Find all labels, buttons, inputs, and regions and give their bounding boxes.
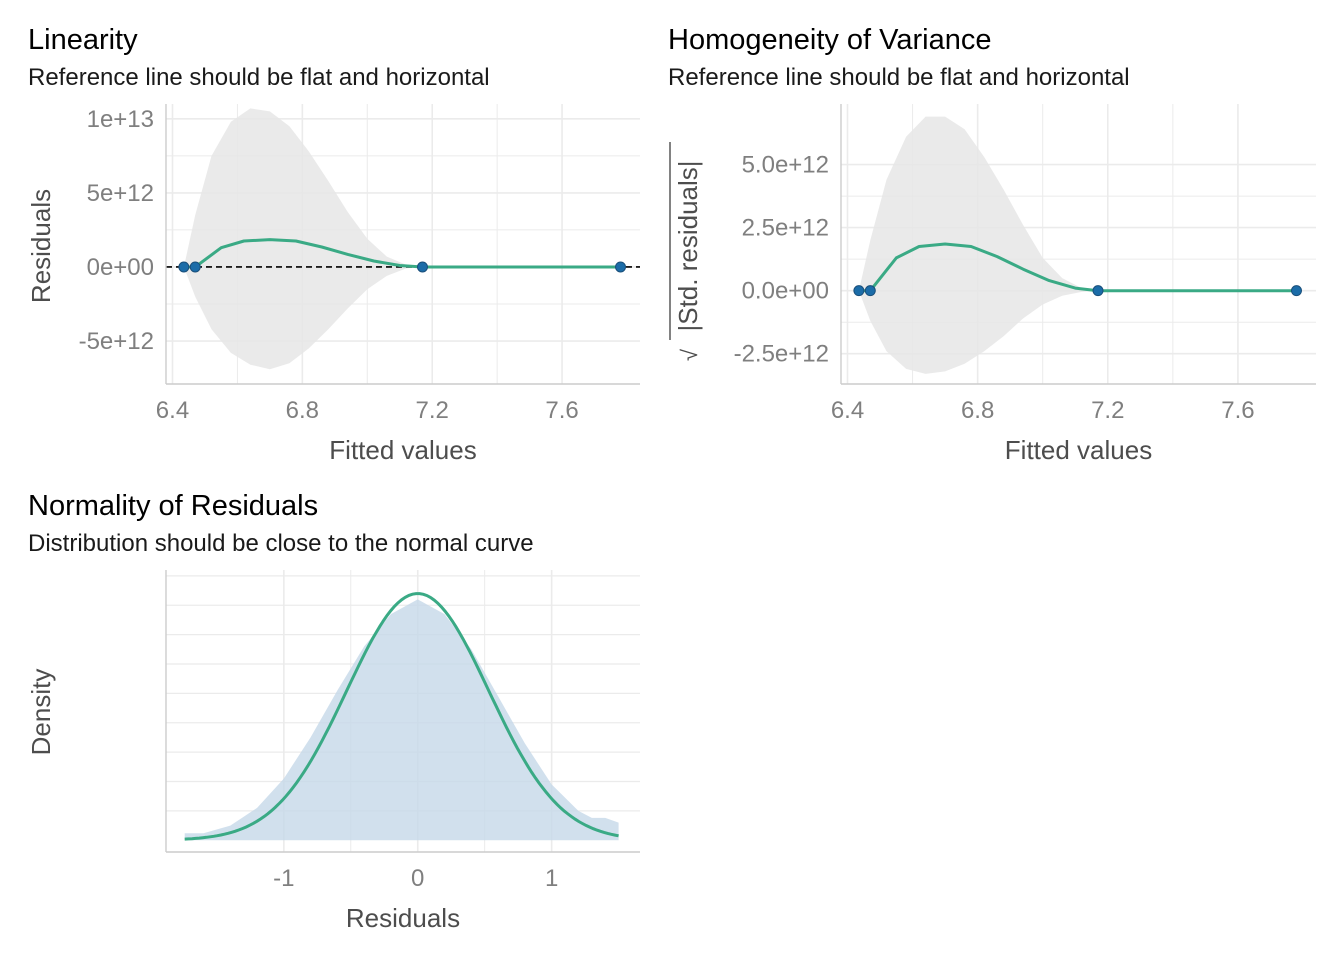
data-point	[1290, 285, 1302, 297]
y-tick-label: 0.0e+00	[742, 278, 829, 305]
y-axis-title: Residuals	[26, 189, 56, 303]
data-point	[178, 261, 190, 273]
x-tick-label: 1	[545, 865, 558, 892]
linearity-subtitle: Reference line should be flat and horizo…	[28, 64, 490, 91]
x-tick-label: 6.8	[961, 397, 994, 424]
data-point	[189, 261, 201, 273]
smooth-line	[858, 242, 1297, 293]
x-axis-title: Fitted values	[329, 435, 476, 465]
data-point	[615, 261, 627, 273]
y-axis-title: Density	[26, 669, 56, 756]
y-tick-label: 2.5e+12	[742, 215, 829, 242]
y-tick-label: 0e+00	[87, 254, 154, 281]
linearity-title: Linearity	[28, 24, 138, 56]
x-axis-title: Residuals	[346, 903, 460, 933]
y-axis-title: |Std. residuals|	[673, 160, 703, 331]
y-tick-label: -2.5e+12	[734, 341, 829, 368]
normal-curve	[184, 592, 619, 841]
x-tick-label: 7.6	[545, 397, 578, 424]
y-tick-label: -5e+12	[79, 328, 154, 355]
data-point	[1092, 285, 1104, 297]
x-tick-label: 6.4	[831, 397, 864, 424]
x-tick-label: 7.2	[416, 397, 449, 424]
homogeneity-subtitle: Reference line should be flat and horizo…	[668, 64, 1130, 91]
normality-subtitle: Distribution should be close to the norm…	[28, 530, 534, 557]
linearity-panel: 6.4 6.8 7.2 7.6 -5e+12 0e+00 5e+12 1e+13 Fitted …	[26, 104, 640, 465]
normality-title: Normality of Residuals	[28, 490, 319, 522]
confidence-band	[183, 108, 621, 370]
x-axis-title: Fitted values	[1005, 435, 1152, 465]
x-tick-label: 7.2	[1091, 397, 1124, 424]
x-tick-label: 6.4	[156, 397, 189, 424]
homogeneity-title: Homogeneity of Variance	[668, 24, 992, 56]
y-tick-label: 5e+12	[87, 180, 154, 207]
x-tick-label: 7.6	[1221, 397, 1254, 424]
x-tick-label: -1	[273, 865, 294, 892]
data-point	[853, 285, 865, 297]
data-point	[416, 261, 428, 273]
x-tick-label: 0	[411, 865, 424, 892]
x-tick-label: 6.8	[286, 397, 319, 424]
normality-panel: -1 0 1 Residuals Density	[26, 570, 640, 933]
smooth-line	[183, 238, 621, 269]
y-tick-label: 1e+13	[87, 106, 154, 133]
density-area	[184, 599, 619, 841]
data-point	[864, 285, 876, 297]
homogeneity-panel: 6.4 6.8 7.2 7.6 -2.5e+12 0.0e+00 2.5e+12 5.0e+1…	[669, 104, 1316, 465]
y-tick-label: 5.0e+12	[742, 152, 829, 179]
confidence-band	[858, 116, 1297, 374]
sqrt-symbol: √	[677, 348, 702, 361]
